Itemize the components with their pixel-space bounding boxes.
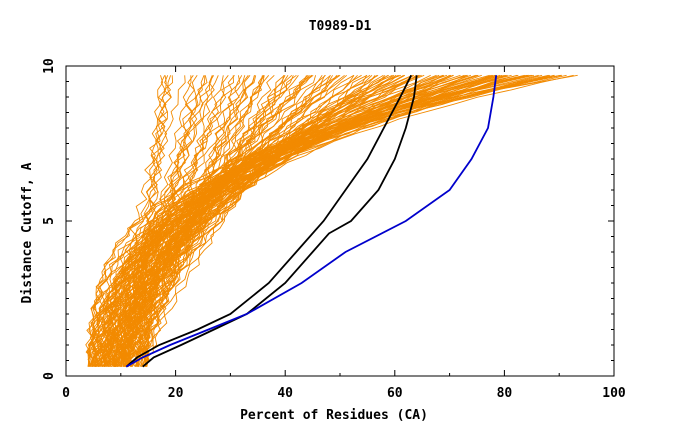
model-curve xyxy=(130,74,561,367)
x-tick-label: 0 xyxy=(62,386,70,401)
model-curve xyxy=(105,74,529,367)
highlighted-models-layer xyxy=(125,74,498,368)
x-tick-label: 40 xyxy=(277,386,293,401)
x-tick-label: 80 xyxy=(497,386,513,401)
y-tick-label: 5 xyxy=(42,217,57,225)
y-tick-label: 10 xyxy=(42,58,57,74)
x-tick-label: 60 xyxy=(387,386,403,401)
model-curve xyxy=(107,74,567,367)
model-curve xyxy=(123,74,399,367)
model-curve xyxy=(115,74,313,367)
y-axis-label: Distance Cutoff, A xyxy=(20,162,35,303)
y-tick-label: 0 xyxy=(42,372,57,380)
series-line-black-0 xyxy=(125,74,413,368)
series-line-black-1 xyxy=(142,75,418,368)
x-axis-label: Percent of Residues (CA) xyxy=(240,408,428,423)
x-tick-label: 100 xyxy=(602,386,626,401)
model-curve xyxy=(92,74,452,367)
model-curve xyxy=(126,74,562,367)
model-curve xyxy=(142,74,551,367)
other-models-layer xyxy=(85,74,578,368)
series-line-blue-2 xyxy=(125,75,498,368)
chart-title: T0989-D1 xyxy=(309,19,372,34)
model-curve xyxy=(118,74,562,367)
model-curve xyxy=(90,74,578,367)
x-tick-label: 20 xyxy=(168,386,184,401)
model-curve xyxy=(91,74,562,367)
axes: 0 20 40 60 80 100 0 5 10 xyxy=(42,58,626,401)
model-curve xyxy=(141,74,497,367)
